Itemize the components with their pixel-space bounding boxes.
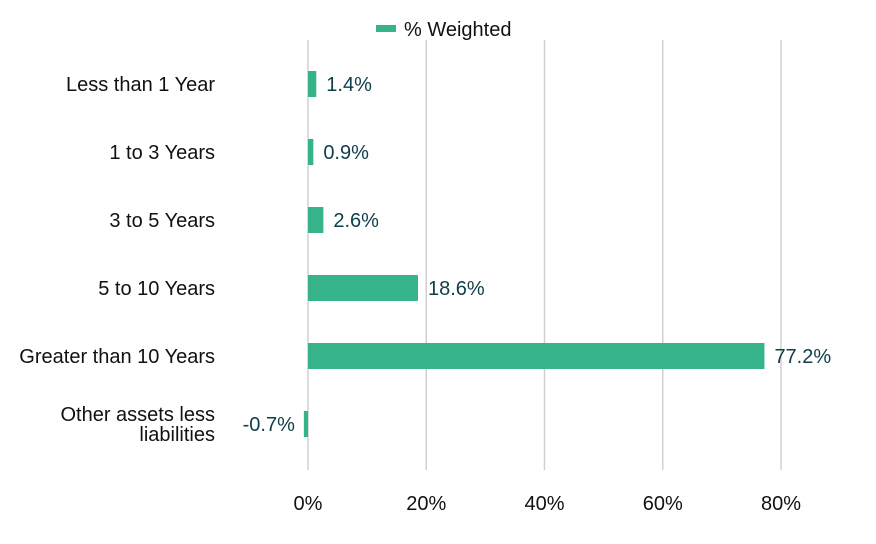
x-tick-label: 60% xyxy=(643,493,683,515)
category-label: 5 to 10 Years xyxy=(98,278,215,300)
x-tick-label: 0% xyxy=(294,493,323,515)
bar-value-label: 18.6% xyxy=(428,278,485,300)
category-label: Other assets less liabilities xyxy=(60,404,215,446)
bar xyxy=(308,343,765,369)
value-labels: 1.4% 0.9% 2.6% 18.6% 77.2% -0.7% xyxy=(243,74,832,436)
bar-value-label: -0.7% xyxy=(243,414,295,436)
x-tick-label: 40% xyxy=(524,493,564,515)
bar xyxy=(303,411,308,437)
legend-label: % Weighted xyxy=(404,19,511,41)
category-label: Less than 1 Year xyxy=(66,74,215,96)
category-label: 1 to 3 Years xyxy=(109,142,215,164)
x-tick-label: 20% xyxy=(406,493,446,515)
bar xyxy=(308,71,317,97)
bar xyxy=(308,139,314,165)
bar xyxy=(308,207,324,233)
bar-value-label: 77.2% xyxy=(774,346,831,368)
bar-value-label: 1.4% xyxy=(326,74,372,96)
category-label: 3 to 5 Years xyxy=(109,210,215,232)
bar xyxy=(308,275,418,301)
grid-lines xyxy=(307,40,782,470)
bar-value-label: 2.6% xyxy=(333,210,379,232)
bars xyxy=(303,71,765,437)
category-label: Greater than 10 Years xyxy=(19,346,215,368)
x-tick-label: 80% xyxy=(761,493,801,515)
x-tick-labels: 0% 20% 40% 60% 80% xyxy=(294,493,802,515)
legend-swatch xyxy=(376,25,396,32)
category-labels: Less than 1 Year 1 to 3 Years 3 to 5 Years… xyxy=(19,74,215,446)
bar-value-label: 0.9% xyxy=(323,142,369,164)
legend: % Weighted xyxy=(376,19,511,41)
